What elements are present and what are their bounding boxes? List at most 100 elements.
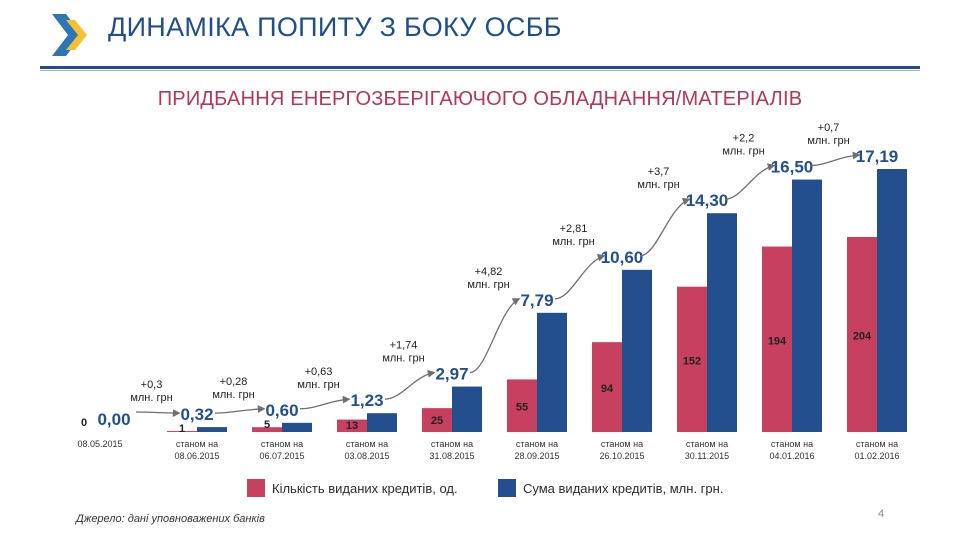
increment-arrow	[214, 405, 266, 414]
increment-label: +4,82 млн. грн	[467, 266, 509, 291]
count-data-label: 13	[346, 420, 358, 432]
sum-data-label: 10,60	[601, 248, 644, 267]
count-data-label: 194	[768, 335, 787, 347]
count-data-label: 25	[431, 415, 443, 427]
x-tick-label-line: 01.02.2016	[854, 451, 899, 461]
increment-label-line: +2,2	[733, 133, 755, 145]
increment-label-line: млн. грн	[807, 135, 849, 147]
x-tick-label-line: станом на	[686, 439, 728, 449]
sum-bar	[792, 179, 822, 432]
count-bar	[167, 431, 197, 432]
increment-label: +3,7 млн. грн	[637, 166, 679, 191]
sum-data-label: 1,23	[350, 391, 383, 410]
x-tick-label-line: 08.05.2015	[77, 439, 122, 449]
sum-data-label: 0,00	[97, 410, 130, 429]
chevron-logo-icon	[52, 14, 87, 56]
x-tick-label: станом на 01.02.2016	[854, 439, 899, 461]
count-bar	[677, 286, 707, 432]
page-title: ДИНАМІКА ПОПИТУ З БОКУ ОСББ	[108, 12, 562, 42]
increment-label: +2,81 млн. грн	[552, 223, 594, 248]
x-tick-label: станом на 28.09.2015	[514, 439, 559, 461]
count-bar	[592, 342, 622, 432]
x-tick-label-line: станом на	[346, 439, 388, 449]
x-tick-label: 08.05.2015	[77, 439, 122, 449]
increment-label-line: млн. грн	[467, 279, 509, 291]
sum-data-label: 7,79	[520, 291, 553, 310]
sum-bar	[622, 269, 652, 432]
count-data-label: 0	[81, 417, 87, 429]
legend-swatch-sum	[498, 479, 516, 497]
x-tick-label: станом на 30.11.2015	[685, 439, 729, 461]
count-data-label: 55	[516, 402, 528, 414]
count-bar	[337, 419, 367, 432]
source-note: Джерело: дані уповноважених банків	[76, 513, 265, 525]
x-tick-label-line: станом на	[261, 439, 303, 449]
x-tick-label-line: станом на	[856, 439, 898, 449]
increment-label: +0,63 млн. грн	[297, 366, 339, 391]
increment-label-line: +4,82	[475, 266, 503, 278]
chart-subtitle: ПРИДБАННЯ ЕНЕРГОЗБЕРІГАЮЧОГО ОБЛАДНАННЯ/…	[157, 88, 803, 110]
increment-arrow	[554, 253, 606, 300]
increment-label: +0,3 млн. грн	[130, 379, 172, 404]
x-tick-label-line: 28.09.2015	[514, 451, 559, 461]
count-data-label: 204	[853, 331, 872, 343]
sum-data-label: 16,50	[771, 158, 814, 177]
sum-bar	[537, 312, 567, 432]
increment-label: +1,74 млн. грн	[382, 340, 424, 365]
sum-data-label: 0,60	[265, 401, 298, 420]
increment-label-line: +2,81	[560, 223, 588, 235]
x-tick-label-line: 04.01.2016	[769, 451, 814, 461]
count-data-label: 94	[601, 383, 614, 395]
legend-label-count: Кількість виданих кредитів, од.	[272, 480, 458, 496]
increment-arrow	[469, 298, 521, 374]
legend-item-sum: Сума виданих кредитів, млн. грн.	[498, 479, 723, 497]
sum-data-label: 2,97	[435, 365, 468, 384]
legend-item-count: Кількість виданих кредитів, од.	[247, 479, 458, 497]
increment-label-line: +0,28	[220, 376, 248, 388]
sum-data-label: 0,32	[180, 405, 213, 424]
count-bar	[252, 427, 282, 432]
x-tick-label-line: 03.08.2015	[344, 451, 389, 461]
increment-label: +0,7 млн. грн	[807, 122, 849, 147]
increment-label-line: млн. грн	[382, 353, 424, 365]
increment-label-line: млн. грн	[722, 146, 764, 158]
increment-label-line: +1,74	[390, 340, 418, 352]
title-divider-thin	[40, 70, 920, 71]
increment-label-line: млн. грн	[297, 379, 339, 391]
x-tick-label: станом на 06.07.2015	[259, 439, 304, 461]
sum-bar	[707, 213, 737, 432]
increment-label-line: млн. грн	[552, 236, 594, 248]
increment-arrow	[135, 409, 181, 417]
x-tick-label-line: станом на	[601, 439, 643, 449]
x-tick-label-line: станом на	[176, 439, 218, 449]
increment-arrow	[809, 151, 861, 167]
count-bar	[422, 408, 452, 432]
increment-label: +0,28 млн. грн	[212, 376, 254, 401]
x-tick-label: станом на 08.06.2015	[174, 439, 219, 461]
increment-arrow	[384, 369, 436, 400]
increment-arrow	[724, 163, 776, 200]
x-tick-label-line: станом на	[431, 439, 473, 449]
page-number: 4	[878, 508, 885, 520]
sum-data-label: 14,30	[686, 191, 729, 210]
x-tick-label-line: 08.06.2015	[174, 451, 219, 461]
x-tick-label-line: станом на	[771, 439, 813, 449]
increment-label-line: +0,3	[141, 379, 163, 391]
chart-legend: Кількість виданих кредитів, од. Сума вид…	[0, 479, 960, 503]
legend-label-sum: Сума виданих кредитів, млн. грн.	[523, 480, 724, 496]
sum-bar	[452, 386, 482, 432]
x-tick-label-line: 26.10.2015	[599, 451, 644, 461]
count-data-label: 5	[264, 419, 270, 431]
count-data-label: 1	[179, 423, 185, 435]
count-data-label: 152	[683, 355, 701, 367]
x-tick-label: станом на 31.08.2015	[429, 439, 474, 461]
increment-label-line: +0,63	[305, 366, 333, 378]
sum-data-label: 17,19	[856, 147, 899, 166]
increment-label-line: млн. грн	[212, 389, 254, 401]
increment-label-line: +3,7	[648, 166, 670, 178]
x-tick-label-line: 30.11.2015	[685, 451, 729, 461]
increment-arrow	[299, 395, 351, 410]
count-bar	[762, 246, 792, 432]
x-tick-label: станом на 04.01.2016	[769, 439, 814, 461]
x-tick-label: станом на 26.10.2015	[599, 439, 644, 461]
